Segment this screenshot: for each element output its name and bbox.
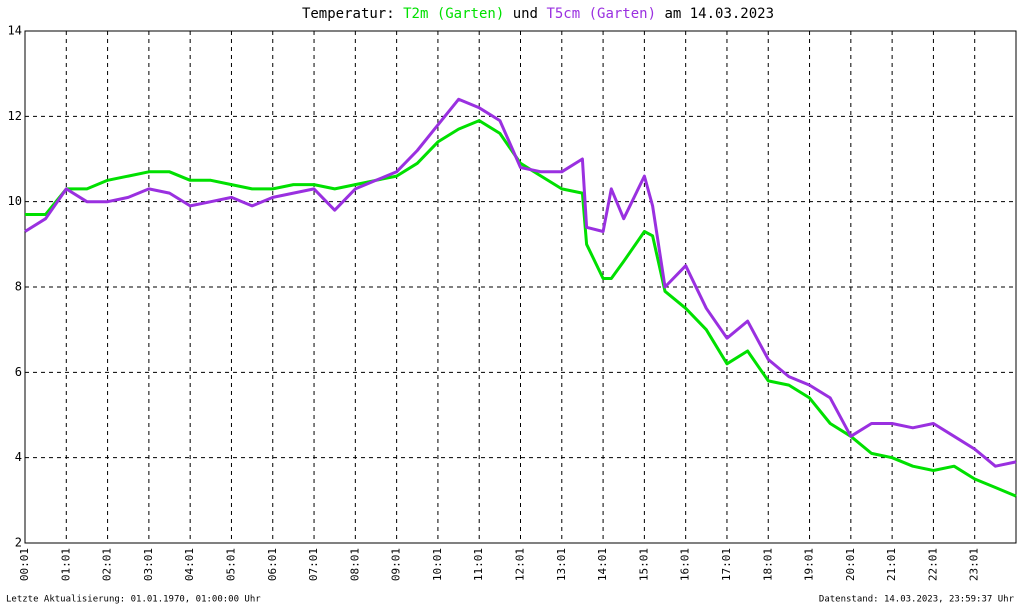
x-tick-label: 21:01 (885, 548, 898, 581)
legend-entry: T5cm (Garten) (546, 6, 656, 22)
y-tick-label: 12 (8, 109, 22, 123)
y-tick-label: 14 (8, 24, 22, 38)
x-tick-label: 18:01 (761, 548, 774, 581)
y-tick-label: 8 (15, 280, 22, 294)
x-tick-label: 09:01 (390, 548, 403, 581)
x-tick-label: 20:01 (844, 548, 857, 581)
x-tick-label: 03:01 (142, 548, 155, 581)
x-tick-label: 19:01 (803, 548, 816, 581)
x-tick-label: 22:01 (926, 548, 939, 581)
chart-title: Temperatur: T2m (Garten) und T5cm (Garte… (302, 6, 774, 22)
x-tick-label: 11:01 (472, 548, 485, 581)
x-tick-label: 00:01 (18, 548, 31, 581)
footer-left: Letzte Aktualisierung: 01.01.1970, 01:00… (6, 595, 261, 605)
y-tick-label: 6 (15, 365, 22, 379)
x-tick-label: 17:01 (720, 548, 733, 581)
legend-entry: T2m (Garten) (403, 6, 504, 22)
x-tick-label: 01:01 (59, 548, 72, 581)
title-join: und (513, 6, 538, 22)
x-tick-label: 15:01 (637, 548, 650, 581)
title-suffix: am 14.03.2023 (664, 6, 774, 22)
x-tick-label: 08:01 (348, 548, 361, 581)
x-tick-label: 13:01 (555, 548, 568, 581)
y-tick-label: 4 (15, 450, 22, 464)
series-line (25, 119, 1017, 498)
y-tick-label: 2 (15, 536, 22, 550)
plot-frame (24, 30, 1017, 544)
x-tick-label: 23:01 (968, 548, 981, 581)
x-tick-label: 10:01 (431, 548, 444, 581)
title-prefix: Temperatur: (302, 6, 395, 22)
x-tick-label: 14:01 (596, 548, 609, 581)
x-tick-label: 16:01 (679, 548, 692, 581)
x-tick-label: 05:01 (224, 548, 237, 581)
y-tick-label: 10 (8, 194, 22, 208)
footer-right: Datenstand: 14.03.2023, 23:59:37 Uhr (819, 595, 1015, 605)
series-line (24, 97, 1017, 468)
x-tick-label: 04:01 (183, 548, 196, 581)
x-tick-label: 07:01 (307, 548, 320, 581)
x-tick-label: 06:01 (266, 548, 279, 581)
x-tick-label: 12:01 (514, 548, 527, 581)
x-tick-label: 02:01 (101, 548, 114, 581)
